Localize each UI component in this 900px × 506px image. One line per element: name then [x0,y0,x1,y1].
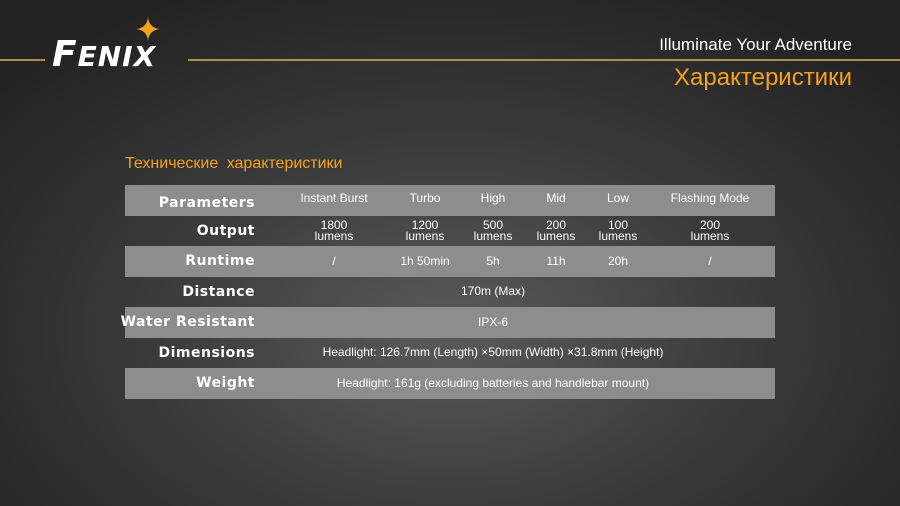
specs-table: Parameters Instant Burst Turbo High Mid Low Fl… [121,185,775,399]
cell: 1h 50min [400,253,450,268]
header-line-left [0,59,45,61]
table-row-output: Output 1800 lumens 1200 lumens 500 lumens 20… [125,216,775,247]
table-row-weight: Weight Headlight: 161g (excluding batteri… [125,368,775,399]
row-label: Weight [196,375,255,391]
section-title: Технические характеристики [125,155,343,172]
column-header: Flashing Mode [670,190,750,205]
row-label: Runtime [185,253,255,269]
page-title: Характеристики [674,64,852,91]
cell: 200 lumens [690,217,730,243]
column-header: Turbo [409,190,441,205]
column-header: Parameters [158,195,255,211]
fenix-logo: FENIX [52,34,157,75]
cell: 20h [607,253,629,268]
star-icon [136,17,160,41]
cell: 100 lumens [598,217,638,243]
row-label: Distance [182,283,255,300]
cell: 5h [486,253,500,268]
row-label: Water Resistant [120,314,255,330]
cell: 1200 lumens [405,217,445,243]
cell: 1800 lumens [314,217,354,243]
cell: Headlight: 126.7mm (Length) ×50mm (Width… [322,345,664,359]
row-label: Dimensions [158,344,255,361]
tagline: Illuminate Your Adventure [659,35,852,54]
cell: 500 lumens [473,217,513,243]
cell: / [708,253,712,268]
table-row-distance: Distance 170m (Max) [125,277,775,308]
cell: 200 lumens [536,217,576,243]
column-header: High [480,190,506,205]
table-row-dimensions: Dimensions Headlight: 126.7mm (Length) ×5… [125,338,775,369]
header-line-right [188,59,900,61]
table-header-row: Parameters Instant Burst Turbo High Mid Low Fl… [125,185,775,216]
cell: IPX-6 [477,314,509,329]
table-row-runtime: Runtime / 1h 50min 5h 11h 20h / [125,246,775,277]
cell: Headlight: 161g (excluding batteries and… [336,375,650,390]
column-header: Instant Burst [300,190,368,205]
cell: 11h [546,253,566,268]
column-header: Mid [546,190,566,205]
row-label: Output [196,222,255,239]
column-header: Low [606,190,630,205]
cell: / [332,253,336,268]
table-row-water: Water Resistant IPX-6 [121,307,775,338]
cell: 170m (Max) [460,284,526,298]
